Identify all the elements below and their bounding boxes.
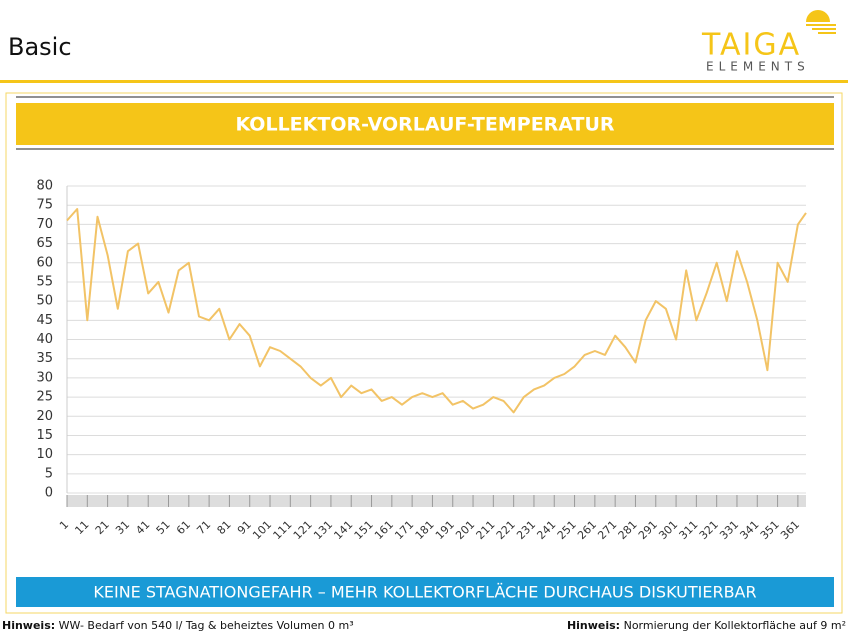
note-text: WW- Bedarf von 540 l/ Tag & beheiztes Vo… bbox=[59, 619, 354, 632]
y-tick-label: 25 bbox=[36, 390, 53, 405]
x-tick-label: 41 bbox=[133, 518, 152, 537]
y-tick-label: 15 bbox=[36, 428, 53, 443]
x-tick-label: 361 bbox=[778, 518, 802, 542]
y-tick-label: 40 bbox=[36, 332, 53, 347]
x-tick-label: 161 bbox=[372, 518, 396, 542]
footer-banner-text: KEINE STAGNATIONGEFAHR – MEHR KOLLEKTORF… bbox=[93, 583, 756, 602]
note-text: Normierung der Kollektorfläche auf 9 m² bbox=[624, 619, 846, 632]
x-tick-label: 101 bbox=[250, 518, 274, 542]
x-tick-label: 271 bbox=[595, 518, 619, 542]
x-tick-label: 331 bbox=[717, 518, 741, 542]
y-tick-label: 5 bbox=[45, 466, 53, 481]
data-line bbox=[66, 208, 807, 414]
x-tick-label: 311 bbox=[677, 518, 701, 542]
x-axis-minor-ticks bbox=[67, 495, 806, 507]
x-tick-label: 301 bbox=[656, 518, 680, 542]
x-tick-label: 261 bbox=[575, 518, 599, 542]
y-tick-label: 60 bbox=[36, 255, 53, 270]
x-tick-label: 171 bbox=[392, 518, 416, 542]
y-tick-label: 35 bbox=[36, 351, 53, 366]
note-label: Hinweis: bbox=[567, 619, 620, 632]
x-tick-label: 341 bbox=[737, 518, 761, 542]
y-tick-label: 55 bbox=[36, 274, 53, 289]
x-tick-label: 211 bbox=[474, 518, 498, 542]
y-tick-label: 80 bbox=[36, 179, 53, 194]
x-tick-label: 201 bbox=[453, 518, 477, 542]
x-tick-label: 121 bbox=[291, 518, 315, 542]
x-tick-label: 231 bbox=[514, 518, 538, 542]
x-tick-label: 141 bbox=[331, 518, 355, 542]
y-tick-label: 70 bbox=[36, 217, 53, 232]
logo-text: TAIGA bbox=[701, 28, 801, 63]
note: Hinweis: WW- Bedarf von 540 l/ Tag & beh… bbox=[2, 619, 354, 632]
y-tick-label: 45 bbox=[36, 313, 53, 328]
y-tick-label: 65 bbox=[36, 236, 53, 251]
x-tick-label: 71 bbox=[194, 518, 213, 537]
x-tick-label: 151 bbox=[352, 518, 376, 542]
header-rule bbox=[0, 80, 848, 83]
logo-icon bbox=[806, 10, 836, 34]
x-tick-label: 291 bbox=[636, 518, 660, 542]
x-tick-label: 111 bbox=[271, 518, 295, 542]
x-tick-label: 31 bbox=[113, 518, 132, 537]
x-tick-label: 51 bbox=[154, 518, 173, 537]
banner-text: KOLLEKTOR-VORLAUF-TEMPERATUR bbox=[235, 114, 614, 136]
note: Hinweis: Normierung der Kollektorfläche … bbox=[567, 619, 846, 632]
x-tick-label: 221 bbox=[494, 518, 518, 542]
footer-banner bbox=[16, 577, 834, 607]
x-tick-label: 351 bbox=[758, 518, 782, 542]
y-tick-label: 10 bbox=[36, 447, 53, 462]
x-tick-label: 241 bbox=[534, 518, 558, 542]
x-tick-label: 81 bbox=[215, 518, 234, 537]
x-tick-label: 321 bbox=[697, 518, 721, 542]
y-tick-label: 0 bbox=[45, 486, 53, 501]
x-tick-label: 21 bbox=[93, 518, 112, 537]
frame bbox=[5, 92, 843, 614]
logo-subtext: ELEMENTS bbox=[706, 60, 810, 74]
banner bbox=[16, 103, 834, 145]
note-label: Hinweis: bbox=[2, 619, 55, 632]
x-tick-label: 131 bbox=[311, 518, 335, 542]
y-tick-label: 75 bbox=[36, 198, 53, 213]
x-tick-label: 11 bbox=[72, 518, 91, 537]
x-tick-label: 181 bbox=[413, 518, 437, 542]
x-tick-label: 191 bbox=[433, 518, 457, 542]
y-tick-label: 50 bbox=[36, 294, 53, 309]
x-tick-label: 251 bbox=[555, 518, 579, 542]
slide-title: Basic bbox=[8, 33, 72, 61]
y-tick-label: 20 bbox=[36, 409, 53, 424]
x-tick-label: 281 bbox=[616, 518, 640, 542]
x-tick-label: 1 bbox=[57, 518, 71, 532]
x-tick-label: 61 bbox=[174, 518, 193, 537]
y-tick-label: 30 bbox=[36, 370, 53, 385]
